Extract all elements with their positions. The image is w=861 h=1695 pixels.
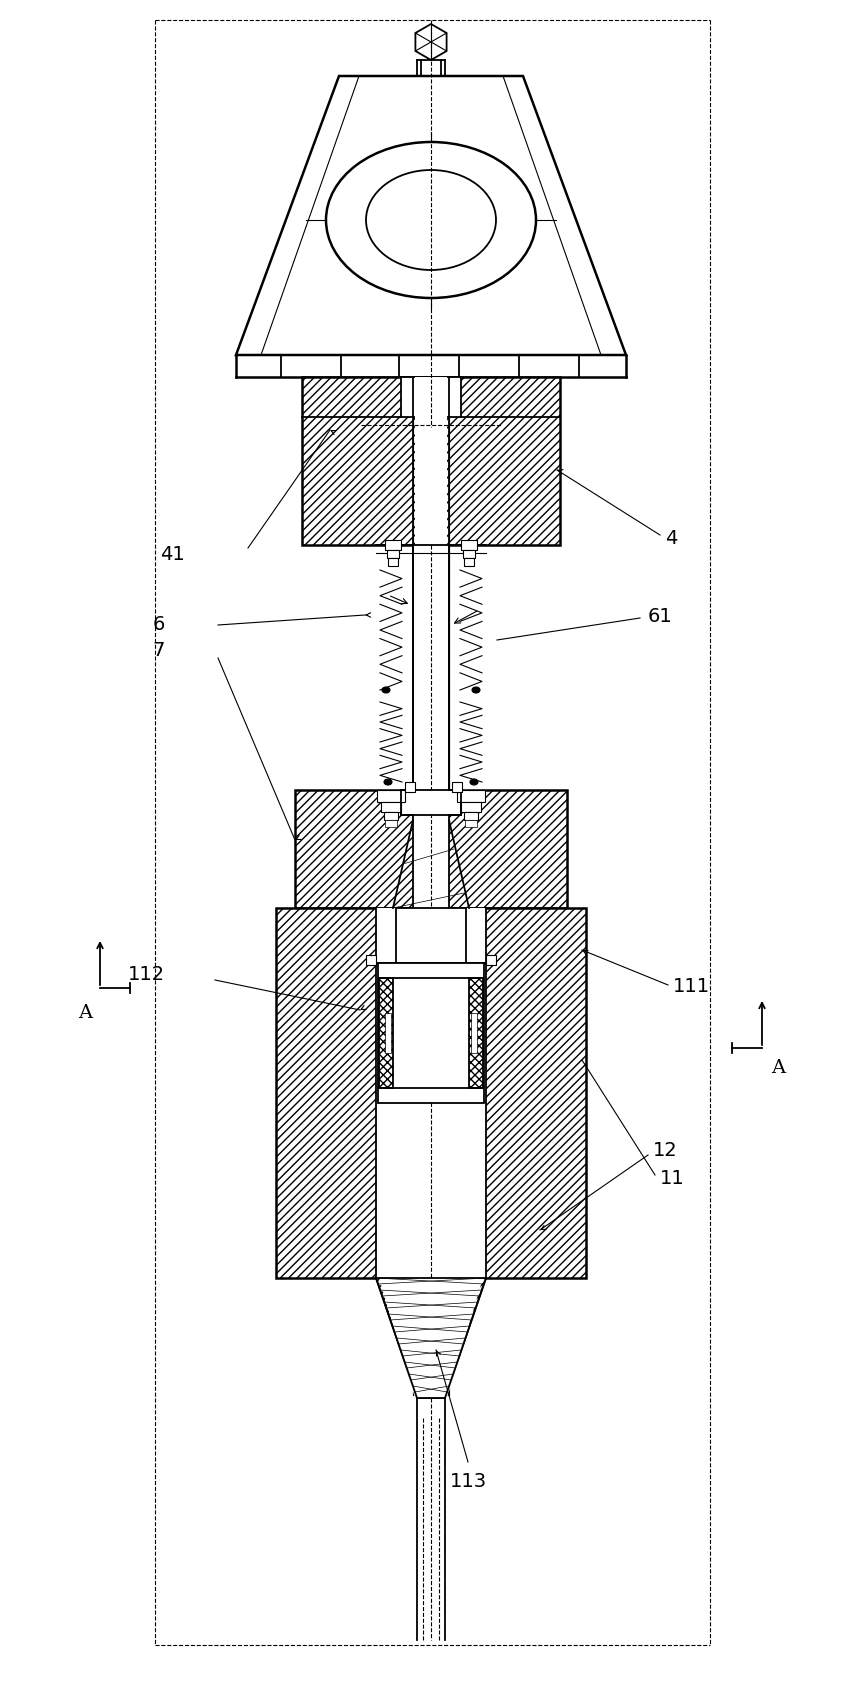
Bar xyxy=(461,802,480,812)
Bar xyxy=(276,909,585,1278)
Polygon shape xyxy=(375,1278,486,1398)
Bar xyxy=(414,376,447,1395)
Bar xyxy=(461,541,476,549)
Bar xyxy=(378,963,483,1103)
Bar xyxy=(379,978,393,1088)
Text: 6: 6 xyxy=(152,615,164,634)
Bar xyxy=(451,781,461,792)
Ellipse shape xyxy=(381,686,389,693)
Bar xyxy=(463,558,474,566)
Bar xyxy=(383,812,398,820)
Bar xyxy=(468,978,482,1088)
Text: 113: 113 xyxy=(449,1471,486,1492)
Bar xyxy=(381,802,400,812)
Text: 112: 112 xyxy=(127,966,164,985)
Bar xyxy=(400,790,461,815)
Text: A: A xyxy=(77,1003,92,1022)
Text: 41: 41 xyxy=(160,546,185,564)
Ellipse shape xyxy=(383,780,392,785)
Bar xyxy=(405,781,414,792)
Bar xyxy=(462,549,474,558)
Text: 11: 11 xyxy=(660,1168,684,1188)
Bar xyxy=(486,954,495,964)
Bar xyxy=(412,790,449,909)
Ellipse shape xyxy=(325,142,536,298)
Bar xyxy=(385,541,400,549)
Ellipse shape xyxy=(469,780,478,785)
Polygon shape xyxy=(236,76,625,354)
Bar xyxy=(395,909,466,963)
Bar xyxy=(387,549,399,558)
Ellipse shape xyxy=(366,170,495,270)
Text: 61: 61 xyxy=(647,607,672,625)
Bar xyxy=(400,376,461,417)
Bar xyxy=(413,546,448,790)
Text: 111: 111 xyxy=(672,978,709,997)
Bar xyxy=(412,546,449,790)
Bar xyxy=(463,812,478,820)
Bar xyxy=(294,790,567,909)
Text: A: A xyxy=(770,1059,784,1076)
Bar xyxy=(366,954,375,964)
Bar xyxy=(464,820,476,827)
Bar xyxy=(376,790,405,802)
Bar xyxy=(385,1014,391,1053)
Bar xyxy=(375,909,486,1278)
Bar xyxy=(456,790,485,802)
Polygon shape xyxy=(379,1278,482,1398)
Bar xyxy=(301,376,560,546)
Text: 7: 7 xyxy=(152,641,164,659)
Text: 12: 12 xyxy=(653,1141,677,1159)
Bar xyxy=(385,820,397,827)
Bar xyxy=(470,1014,476,1053)
Bar xyxy=(387,558,398,566)
Text: 4: 4 xyxy=(664,529,677,547)
Bar xyxy=(412,376,449,1395)
Ellipse shape xyxy=(472,686,480,693)
